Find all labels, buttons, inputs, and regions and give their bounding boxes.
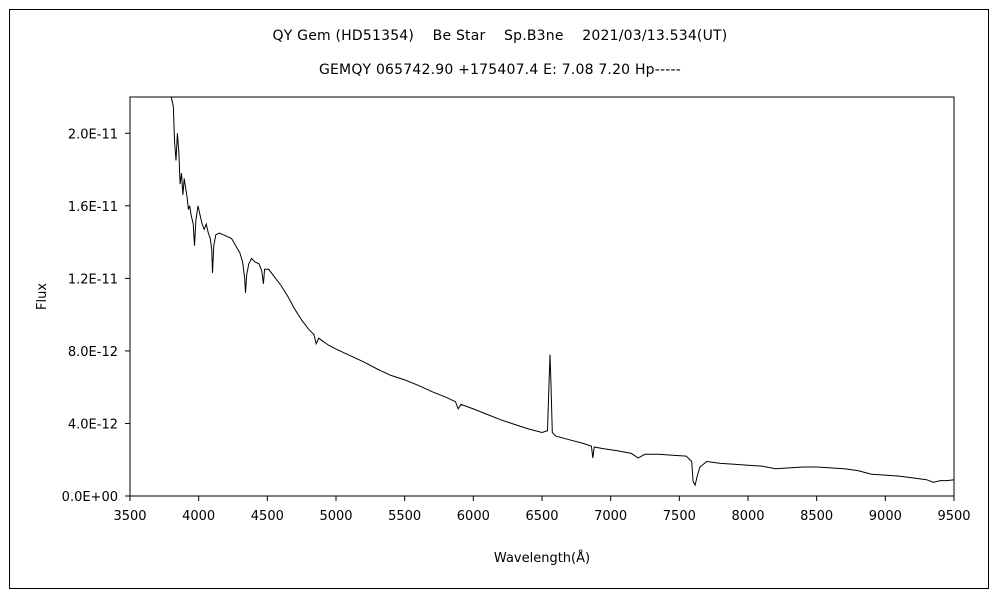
chart-title-line-2: GEMQY 065742.90 +175407.4 E: 7.08 7.20 H… — [318, 62, 682, 78]
chart-title-line-1: QY Gem (HD51354) Be Star Sp.B3ne 2021/03… — [272, 28, 728, 44]
x-tick-label: 4000 — [182, 509, 215, 524]
y-tick-label: 1.6E-11 — [68, 200, 118, 215]
y-tick-label: 8.0E-12 — [68, 345, 118, 360]
y-tick-label: 1.2E-11 — [68, 272, 118, 287]
y-tick-label: 4.0E-12 — [68, 417, 118, 432]
x-tick-label: 4500 — [251, 509, 284, 524]
x-tick-label: 3500 — [113, 509, 146, 524]
x-tick-label: 5500 — [388, 509, 421, 524]
x-tick-label: 8000 — [731, 509, 764, 524]
spectrum-line — [170, 96, 955, 487]
x-tick-label: 6500 — [525, 509, 558, 524]
x-tick-label: 7500 — [663, 509, 696, 524]
plot-area-border — [129, 96, 955, 497]
y-tick-label: 2.0E-11 — [68, 127, 118, 142]
x-tick-label: 7000 — [594, 509, 627, 524]
y-axis-label: Flux — [35, 283, 50, 310]
x-tick-label: 6000 — [457, 509, 490, 524]
x-tick-label: 9500 — [937, 509, 970, 524]
x-tick-label: 9000 — [869, 509, 902, 524]
x-axis-label: Wavelength(Å) — [494, 550, 590, 566]
x-tick-label: 5000 — [319, 509, 352, 524]
y-tick-label: 0.0E+00 — [62, 490, 118, 505]
x-tick-label: 8500 — [800, 509, 833, 524]
chart-frame — [9, 9, 989, 589]
